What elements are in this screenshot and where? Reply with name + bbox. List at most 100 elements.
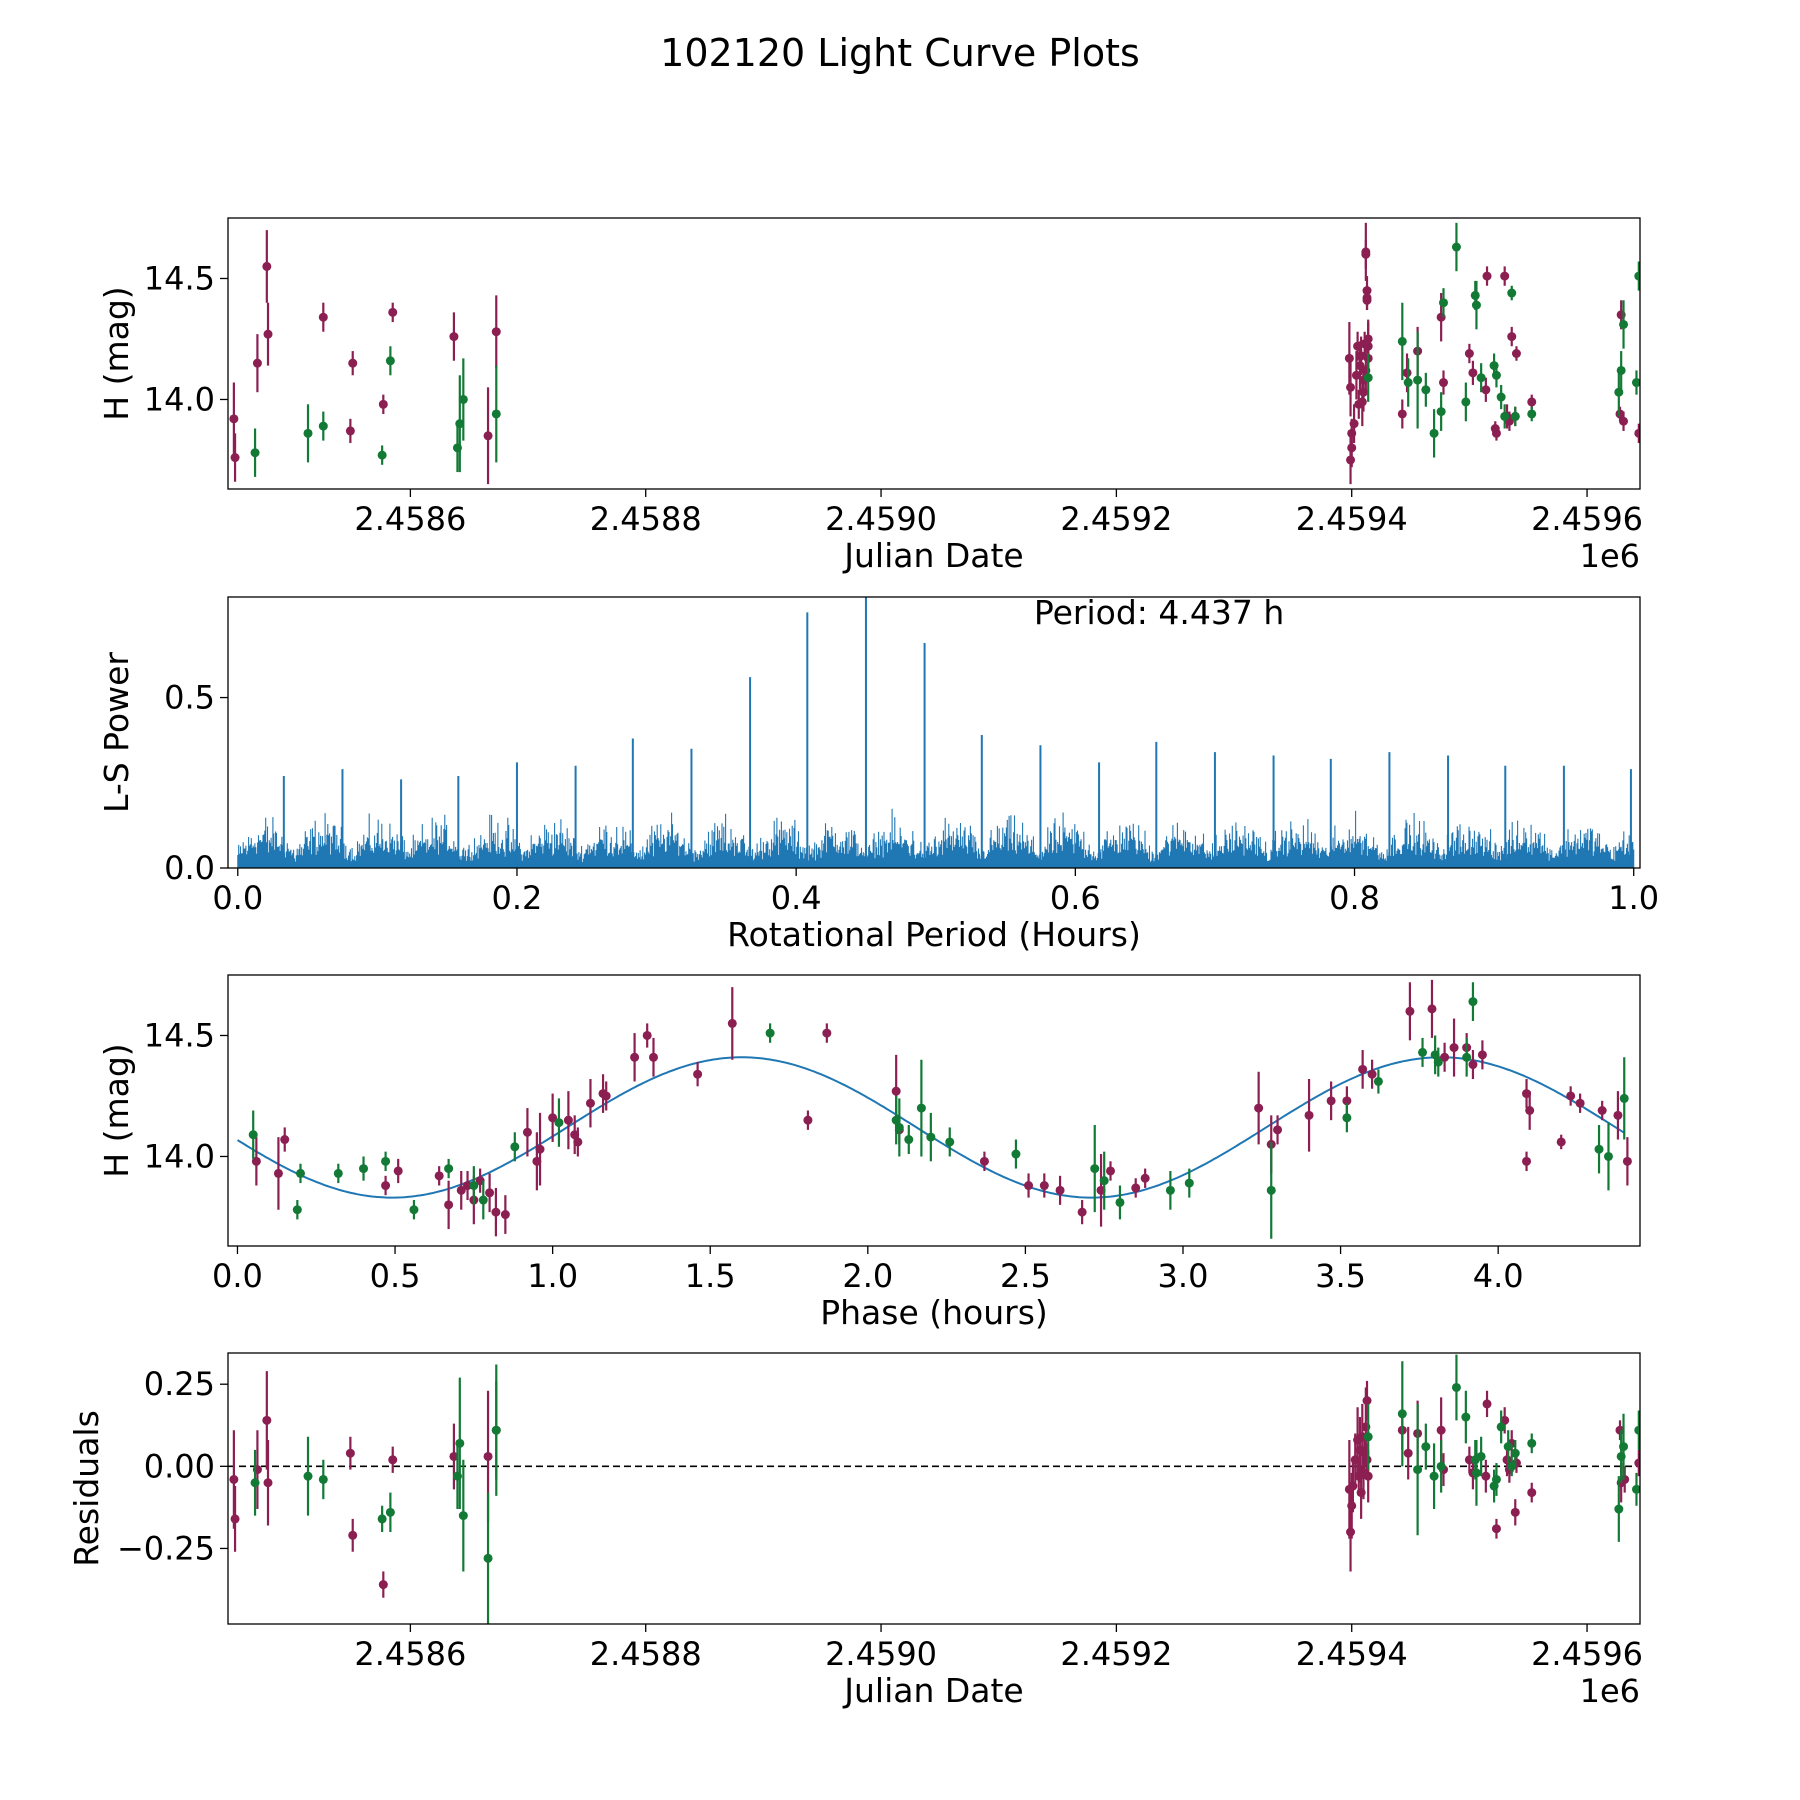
lightcurve-data-point <box>385 356 395 366</box>
lightcurve-data-point <box>1344 353 1354 363</box>
lightcurve-data-point <box>318 312 328 322</box>
phased-data-point <box>1566 1091 1576 1101</box>
periodogram-ytick-label: 0.0 <box>164 849 215 887</box>
phased-data-point <box>295 1168 305 1178</box>
residuals-data-point <box>1491 1524 1501 1534</box>
residuals-xtick-label: 2.4596 <box>1531 1635 1643 1673</box>
phased-data-point <box>1024 1181 1034 1191</box>
residuals-data-point <box>1363 1471 1373 1481</box>
residuals-data-point <box>263 1478 273 1488</box>
residuals-ylabel: Residuals <box>67 1410 106 1567</box>
phased-data-point <box>1433 1057 1443 1067</box>
residuals-xtick-label: 2.4586 <box>354 1635 466 1673</box>
phased-data-point <box>393 1166 403 1176</box>
phased-data-point <box>548 1113 558 1123</box>
lightcurve-data-point <box>1397 336 1407 346</box>
phased-xtick-label: 1.0 <box>527 1257 578 1295</box>
figure-title: 102120 Light Curve Plots <box>660 31 1140 75</box>
residuals-data-point <box>1481 1471 1491 1481</box>
phased-ylabel: H (mag) <box>97 1043 136 1177</box>
residuals-data-point <box>385 1507 395 1517</box>
lightcurve-xtick-label: 2.4590 <box>825 500 937 538</box>
phased-data-point <box>500 1210 510 1220</box>
phased-data-point <box>642 1030 652 1040</box>
periodogram-xtick-label: 0.6 <box>1050 879 1101 917</box>
lightcurve-data-point <box>262 261 272 271</box>
lightcurve-data-point <box>1362 295 1372 305</box>
lightcurve-data-point <box>1500 271 1510 281</box>
lightcurve-data-point <box>1614 387 1624 397</box>
residuals-data-point <box>1436 1461 1446 1471</box>
periodogram-xtick-label: 0.4 <box>771 879 822 917</box>
phased-xtick-label: 0.5 <box>370 1257 421 1295</box>
phased-data-point <box>292 1205 302 1215</box>
phased-data-point <box>491 1207 501 1217</box>
phased-data-point <box>1184 1178 1194 1188</box>
periodogram-axes-frame <box>227 596 1641 869</box>
phased-data-point <box>381 1181 391 1191</box>
residuals-data-point <box>1527 1488 1537 1498</box>
residuals-data-point <box>483 1553 493 1563</box>
lightcurve-data-point <box>1468 368 1478 378</box>
residuals-xtick-label: 2.4590 <box>825 1635 937 1673</box>
periodogram-power-lines <box>237 597 1635 868</box>
phased-data-point <box>1440 1052 1450 1062</box>
phased-data-point <box>1575 1098 1585 1108</box>
lightcurve-data-point <box>1461 397 1471 407</box>
lightcurve-data-point <box>1500 411 1510 421</box>
lightcurve-data-point <box>1491 370 1501 380</box>
phased-data-point <box>1367 1069 1377 1079</box>
residuals-data-point <box>230 1514 240 1524</box>
lightcurve-ytick-label: 14.5 <box>144 259 215 297</box>
phased-data-point <box>1077 1207 1087 1217</box>
phased-xlabel: Phase (hours) <box>820 1293 1048 1332</box>
lightcurve-data-point <box>1619 416 1629 426</box>
phased-xtick-label: 0.0 <box>212 1257 263 1295</box>
lightcurve-data-point <box>1438 298 1448 308</box>
phased-data-point <box>1099 1176 1109 1186</box>
residuals-xtick-label: 2.4594 <box>1296 1635 1408 1673</box>
residuals-data-point <box>1507 1461 1517 1471</box>
phased-data-point <box>1603 1151 1613 1161</box>
lightcurve-data-point <box>1476 373 1486 383</box>
residuals-data-point <box>348 1530 358 1540</box>
phased-data-point <box>1254 1103 1264 1113</box>
phased-data-point <box>1106 1166 1115 1176</box>
phased-data-point <box>1090 1164 1100 1174</box>
phased-data-point <box>648 1052 658 1062</box>
phased-xtick-label: 2.0 <box>842 1257 893 1295</box>
phased-data-point <box>1266 1185 1276 1195</box>
phased-data-point <box>891 1086 901 1096</box>
phased-data-point <box>434 1171 444 1181</box>
residuals-x-offset-label: 1e6 <box>1580 1672 1640 1710</box>
lightcurve-data-point <box>377 450 387 460</box>
phased-data-point <box>585 1098 595 1108</box>
residuals-data-point <box>1527 1438 1537 1448</box>
phased-data-point <box>1468 997 1478 1007</box>
phased-data-point <box>251 1156 261 1166</box>
phased-xtick-label: 3.5 <box>1315 1257 1366 1295</box>
residuals-data-point <box>1461 1412 1471 1422</box>
residuals-xlabel: Julian Date <box>842 1671 1024 1710</box>
lightcurve-data-point <box>491 327 501 337</box>
lightcurve-data-point <box>229 414 239 424</box>
lightcurve-data-point <box>449 332 459 342</box>
phased-xtick-label: 2.5 <box>1000 1257 1051 1295</box>
lightcurve-data-point <box>1631 378 1640 388</box>
lightcurve-data-point <box>1402 368 1412 378</box>
phased-xtick-label: 3.0 <box>1158 1257 1209 1295</box>
residuals-data-point <box>1503 1442 1513 1452</box>
lightcurve-data-point <box>1471 300 1481 310</box>
phased-data-point <box>1115 1197 1125 1207</box>
phased-data-point <box>456 1185 466 1195</box>
lightcurve-data-point <box>388 307 398 317</box>
residuals-data-point <box>1510 1507 1520 1517</box>
residuals-data-point <box>1500 1415 1510 1425</box>
residuals-data-point <box>262 1415 272 1425</box>
residuals-data-point <box>1421 1442 1431 1452</box>
lightcurve-data-point <box>1510 411 1520 421</box>
lightcurve-xtick-label: 2.4596 <box>1531 500 1643 538</box>
residuals-data-point <box>1346 1527 1356 1537</box>
residuals-data-point <box>1397 1409 1407 1419</box>
phased-data-point <box>1597 1106 1607 1115</box>
